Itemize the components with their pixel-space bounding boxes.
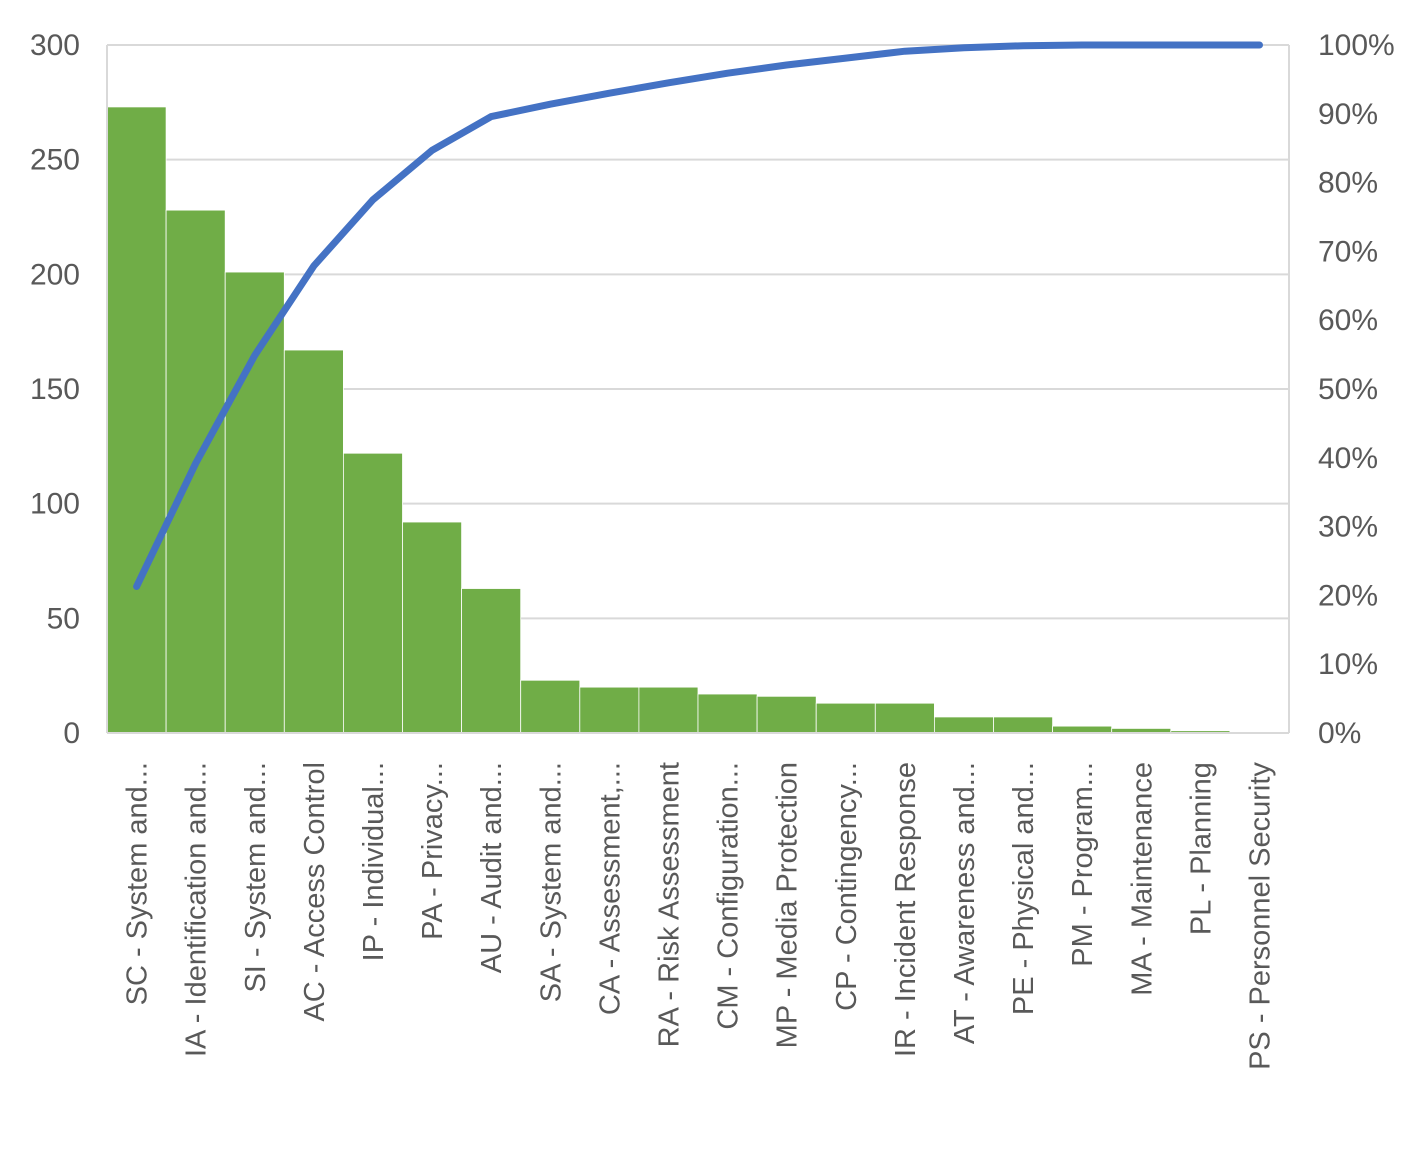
right-tick-label: 0% — [1318, 717, 1361, 750]
category-label: SC - System and... — [122, 762, 154, 1005]
right-tick-label: 50% — [1318, 373, 1378, 406]
left-tick-label: 50 — [47, 602, 80, 635]
bar — [815, 702, 876, 734]
bar — [520, 679, 581, 734]
category-label: CA - Assessment,... — [594, 762, 626, 1015]
bar — [874, 702, 935, 734]
bar — [165, 209, 226, 734]
bar — [461, 588, 522, 734]
left-tick-label: 300 — [30, 29, 80, 62]
category-label: AU - Audit and... — [476, 762, 508, 973]
bar — [283, 349, 344, 734]
right-tick-label: 40% — [1318, 442, 1378, 475]
category-label: PA - Privacy... — [417, 762, 449, 940]
category-label: MA - Maintenance — [1126, 762, 1158, 996]
left-tick-label: 0 — [63, 717, 80, 750]
right-tick-label: 10% — [1318, 648, 1378, 681]
left-tick-label: 100 — [30, 488, 80, 521]
category-label: PS - Personnel Security — [1245, 762, 1277, 1070]
category-label: MP - Media Protection — [772, 762, 804, 1048]
category-label: IP - Individual... — [358, 762, 390, 961]
category-label: AT - Awareness and... — [949, 762, 981, 1044]
category-label: IA - Identification and... — [181, 762, 213, 1057]
category-label: SI - System and... — [240, 762, 272, 992]
bar — [1052, 725, 1113, 734]
category-label: SA - System and... — [535, 762, 567, 1002]
left-axis-ticks: 0 50 100 150 200 250 300 — [30, 29, 80, 750]
line-layer — [133, 41, 1263, 590]
axis-layer — [106, 45, 1290, 734]
category-label: PE - Physical and... — [1008, 762, 1040, 1015]
bar — [106, 106, 167, 734]
category-label: IR - Incident Response — [890, 762, 922, 1057]
category-labels: SC - System and... IA - Identification an… — [122, 762, 1277, 1070]
bar — [934, 716, 994, 734]
bar — [342, 452, 403, 734]
right-tick-label: 60% — [1318, 304, 1378, 337]
category-label: CP - Contingency... — [831, 762, 863, 1011]
category-label: AC - Access Control — [299, 762, 331, 1021]
bar — [224, 271, 285, 734]
bar — [579, 686, 640, 734]
right-tick-label: 80% — [1318, 167, 1378, 200]
left-tick-label: 250 — [30, 144, 80, 177]
right-tick-label: 20% — [1318, 579, 1378, 612]
bar-layer — [106, 106, 1231, 734]
cumulative-line — [133, 41, 1263, 590]
right-tick-label: 100% — [1318, 29, 1395, 62]
bar — [756, 695, 817, 734]
category-label: PM - Program... — [1067, 762, 1099, 967]
right-tick-label: 90% — [1318, 98, 1378, 131]
category-label: RA - Risk Assessment — [654, 762, 686, 1047]
right-tick-label: 30% — [1318, 511, 1378, 544]
bar — [402, 521, 462, 734]
category-label: PL - Planning — [1185, 762, 1217, 935]
bar — [638, 686, 699, 734]
left-tick-label: 150 — [30, 373, 80, 406]
bar — [697, 693, 758, 734]
category-label: CM - Configuration... — [713, 762, 745, 1030]
bar — [993, 716, 1053, 734]
right-axis-ticks: 0% 10% 20% 30% 40% 50% 60% 70% 80% 90% 100% — [1318, 29, 1395, 750]
left-tick-label: 200 — [30, 258, 80, 291]
right-tick-label: 70% — [1318, 235, 1378, 268]
